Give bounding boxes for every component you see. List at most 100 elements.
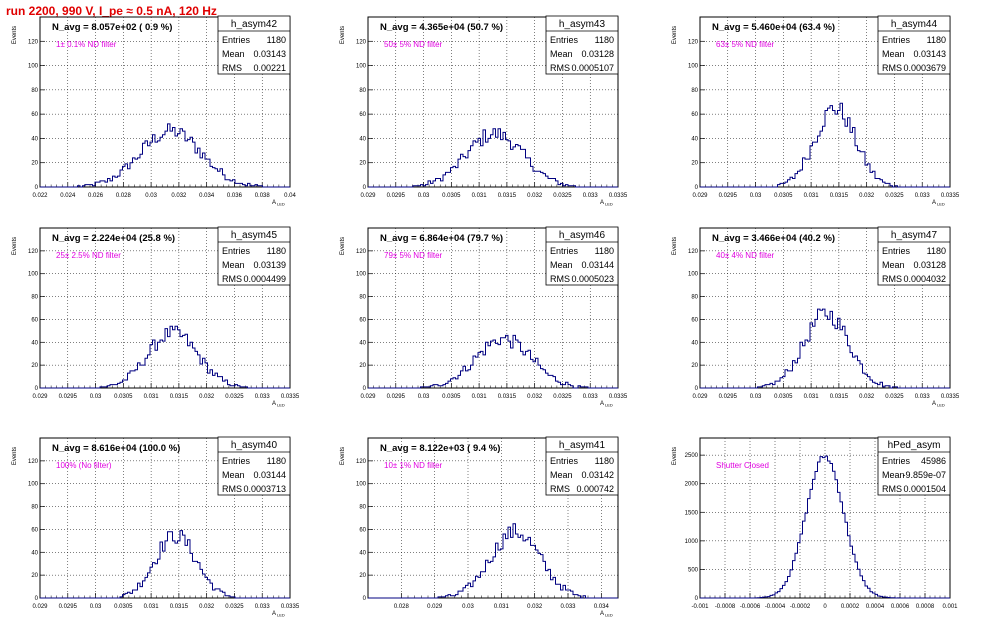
stats-title: h_asym44	[891, 19, 938, 30]
stats-title: h_asym42	[231, 19, 278, 30]
x-tick-label: 0.0305	[774, 193, 793, 199]
histogram-panel-h_asym42: 0.022 0.024 0.026 0.028 0.03 0.032 0.034 0.036 0…	[12, 15, 296, 207]
stats-value: 0.03144	[253, 470, 286, 480]
x-tick-label: 0.03	[750, 394, 762, 400]
x-tick-label: 0.0004	[866, 604, 885, 610]
y-axis-title: Events	[672, 447, 678, 465]
y-tick-label: 120	[356, 459, 367, 465]
x-tick-label: 0.0315	[498, 193, 517, 199]
y-tick-label: 40	[359, 340, 366, 346]
x-tick-label: 0.028	[116, 193, 132, 199]
x-tick-label: 0.0325	[225, 394, 244, 400]
filter-annotation: 100% (No filter)	[56, 461, 112, 470]
x-tick-label: 0.031	[472, 193, 488, 199]
x-tick-label: 0.033	[583, 193, 599, 199]
x-tick-label: 0.034	[199, 193, 215, 199]
x-tick-label: 0.033	[583, 394, 599, 400]
histogram-panel-h_asym44: 0.029 0.0295 0.03 0.0305 0.031 0.0315 0.032 0.0…	[672, 15, 960, 207]
x-tick-label: 0.028	[394, 604, 410, 610]
stats-box	[217, 226, 291, 286]
x-tick-label: 0.0315	[170, 604, 189, 610]
y-tick-label: 80	[31, 505, 38, 511]
histogram-series-hPed_asym	[700, 455, 950, 599]
x-tick-label: 0.033	[255, 394, 271, 400]
panel-title: N_avg = 2.224e+04 (25.8 %)	[52, 233, 175, 244]
x-tick-label: 0.0295	[59, 604, 78, 610]
x-tick-label: 0.033	[915, 394, 931, 400]
y-tick-label: 0	[695, 596, 699, 602]
histogram-series-h_asym43	[368, 128, 618, 188]
x-tick-label: 0.03	[750, 193, 762, 199]
x-axis-title: ALED	[272, 200, 285, 207]
y-tick-label: 60	[359, 112, 366, 118]
y-tick-label: 20	[691, 363, 698, 369]
x-tick-label: 0.026	[88, 193, 104, 199]
stats-title: h_asym47	[891, 230, 938, 241]
y-tick-label: 0	[35, 386, 39, 392]
x-tick-label: 0.0335	[609, 394, 628, 400]
x-tick-label: -0.001	[691, 604, 709, 610]
x-tick-label: 0.04	[284, 193, 296, 199]
x-tick-label: 0.033	[560, 604, 576, 610]
filter-annotation: 50± 5% ND filter	[384, 40, 443, 49]
x-axis-title: ALED	[600, 200, 613, 207]
x-tick-label: 0.0295	[387, 193, 406, 199]
histogram-panel-h_asym41: 0.028 0.029 0.03 0.031 0.032 0.033 0.034 0 20 40 6…	[340, 436, 619, 618]
x-tick-label: 0.031	[494, 604, 510, 610]
x-tick-label: 0.038	[255, 193, 271, 199]
x-tick-label: 0.031	[144, 394, 160, 400]
stats-title: h_asym45	[231, 230, 278, 241]
stats-box	[545, 15, 619, 75]
stats-label: RMS	[550, 484, 570, 494]
histogram-panel-h_asym46: 0.029 0.0295 0.03 0.0305 0.031 0.0315 0.032 0.0…	[340, 226, 628, 408]
stats-value: 0.03128	[913, 260, 946, 270]
stats-title: h_asym41	[559, 440, 606, 451]
x-tick-label: 0.0315	[498, 394, 517, 400]
stats-label: Mean	[222, 260, 245, 270]
x-tick-label: 0.0335	[941, 193, 960, 199]
x-tick-label: 0.0325	[553, 394, 572, 400]
stats-label: Mean	[222, 49, 245, 59]
stats-value: 45986	[921, 456, 946, 466]
stats-value: 0.0003679	[903, 63, 946, 73]
x-tick-label: 0.0006	[891, 604, 910, 610]
x-tick-label: 0.029	[32, 604, 48, 610]
histogram-series-h_asym40	[40, 530, 290, 599]
x-tick-label: 0.029	[32, 394, 48, 400]
y-tick-label: 120	[356, 39, 367, 45]
y-tick-label: 80	[359, 505, 366, 511]
x-axis-title: ALED	[272, 401, 285, 408]
y-axis-title: Events	[672, 26, 678, 44]
x-tick-label: 0.03	[90, 604, 102, 610]
x-tick-label: 0.029	[692, 394, 708, 400]
x-tick-label: 0.024	[60, 193, 76, 199]
stats-title: h_asym46	[559, 230, 606, 241]
stats-label: Mean	[882, 470, 905, 480]
y-tick-label: 0	[695, 386, 699, 392]
stats-value: 0.0001504	[903, 484, 946, 494]
stats-label: RMS	[882, 274, 902, 284]
x-tick-label: 0.031	[144, 604, 160, 610]
stats-value: 0.0005023	[571, 274, 614, 284]
y-tick-label: 20	[31, 161, 38, 167]
panel-title: N_avg = 4.365e+04 (50.7 %)	[380, 22, 503, 33]
stats-value: 1180	[595, 246, 614, 256]
panel-title: N_avg = 3.466e+04 (40.2 %)	[712, 233, 835, 244]
stats-label: Entries	[550, 35, 579, 45]
panel-title: N_avg = 6.864e+04 (79.7 %)	[380, 233, 503, 244]
y-axis-title: Events	[12, 26, 18, 44]
x-tick-label: 0.032	[199, 604, 215, 610]
filter-annotation: 10± 1% ND filter	[384, 461, 443, 470]
y-tick-label: 20	[691, 161, 698, 167]
x-tick-label: 0.0305	[114, 604, 133, 610]
filter-annotation: 40± 4% ND filter	[716, 251, 775, 260]
filter-annotation: 63± 5% ND filter	[716, 40, 775, 49]
histogram-panel-hPed_asym: -0.001 -0.0008 -0.0006 -0.0004 -0.0002 0 0.000…	[672, 436, 958, 610]
y-tick-label: 80	[359, 295, 366, 301]
plot-frame	[39, 16, 291, 188]
y-tick-label: 80	[359, 88, 366, 94]
stats-value: 0.00221	[253, 63, 286, 73]
x-tick-label: 0.03	[418, 193, 430, 199]
y-tick-label: 0	[363, 596, 367, 602]
